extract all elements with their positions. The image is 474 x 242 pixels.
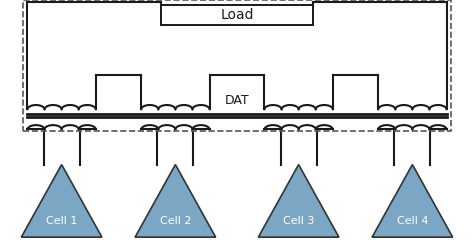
Text: Cell 1: Cell 1 xyxy=(46,216,77,226)
Text: Cell 4: Cell 4 xyxy=(397,216,428,226)
Text: Cell 3: Cell 3 xyxy=(283,216,314,226)
Bar xyxy=(23,0,451,131)
Text: Cell 2: Cell 2 xyxy=(160,216,191,226)
Text: Load: Load xyxy=(220,8,254,22)
Polygon shape xyxy=(21,165,102,237)
Polygon shape xyxy=(135,165,216,237)
FancyBboxPatch shape xyxy=(161,5,313,25)
Polygon shape xyxy=(372,165,453,237)
Text: DAT: DAT xyxy=(225,94,249,107)
Polygon shape xyxy=(258,165,339,237)
